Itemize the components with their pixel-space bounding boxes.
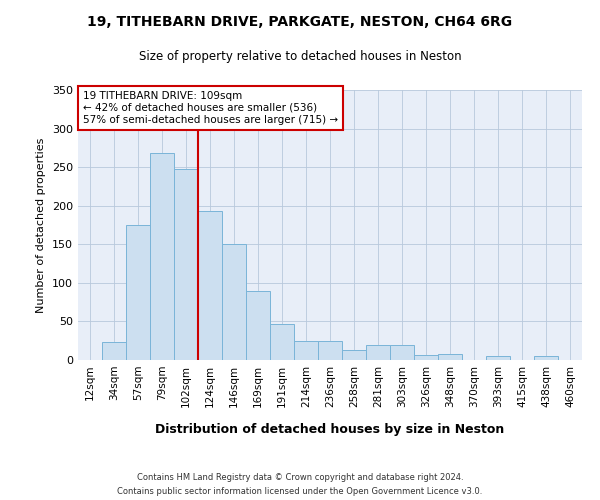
Bar [174,170,198,360]
Bar [198,211,222,360]
Bar [102,342,126,360]
Bar [366,344,390,360]
Text: Distribution of detached houses by size in Neston: Distribution of detached houses by size … [155,422,505,436]
Text: 19 TITHEBARN DRIVE: 109sqm
← 42% of detached houses are smaller (536)
57% of sem: 19 TITHEBARN DRIVE: 109sqm ← 42% of deta… [83,92,338,124]
Text: Size of property relative to detached houses in Neston: Size of property relative to detached ho… [139,50,461,63]
Bar [270,324,294,360]
Bar [318,340,342,360]
Text: Contains HM Land Registry data © Crown copyright and database right 2024.: Contains HM Land Registry data © Crown c… [137,472,463,482]
Bar [390,344,414,360]
Bar [126,225,150,360]
Text: Contains public sector information licensed under the Open Government Licence v3: Contains public sector information licen… [118,488,482,496]
Bar [414,356,438,360]
Bar [222,244,246,360]
Text: 19, TITHEBARN DRIVE, PARKGATE, NESTON, CH64 6RG: 19, TITHEBARN DRIVE, PARKGATE, NESTON, C… [88,15,512,29]
Y-axis label: Number of detached properties: Number of detached properties [37,138,46,312]
Bar [246,290,270,360]
Bar [342,350,366,360]
Bar [150,154,174,360]
Bar [294,340,318,360]
Bar [438,354,462,360]
Bar [486,356,510,360]
Bar [534,356,558,360]
